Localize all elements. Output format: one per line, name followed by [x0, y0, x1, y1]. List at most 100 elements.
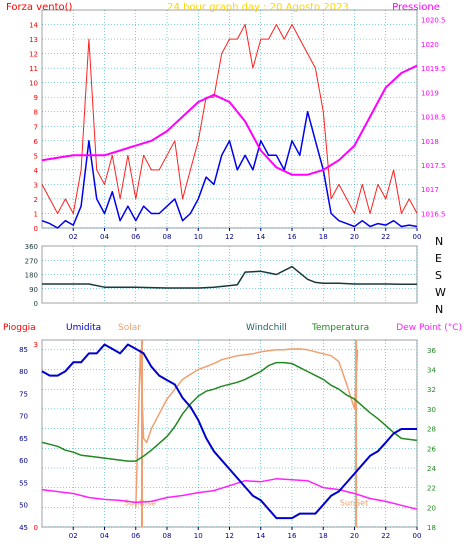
weather-x-tick-label: 22	[381, 532, 390, 540]
windchill-label: Windchill	[246, 323, 287, 333]
temp-y-tick-label: 22	[427, 485, 436, 493]
wind-y-tick-label: 9	[34, 94, 38, 102]
compass-label: N	[435, 303, 443, 316]
temp-y-tick-label: 20	[427, 504, 436, 512]
temp-y-tick-label: 36	[427, 347, 436, 355]
direction-y-tick-label: 180	[25, 272, 38, 280]
humidity-y-tick-label: 70	[19, 413, 28, 421]
direction-y-tick-label: 270	[25, 257, 38, 265]
weather-x-tick-label: 12	[225, 532, 234, 540]
wind-y-tick-label: 5	[34, 152, 38, 160]
pressure-y-tick-label: 1019	[421, 89, 439, 97]
temp-y-tick-label: 32	[427, 386, 436, 394]
chart-title: 24 hour graph day : 20 Agosto 2023	[167, 2, 349, 13]
direction-line	[42, 265, 417, 289]
wind-y-tick-label: 13	[29, 36, 38, 44]
weather-x-tick-label: 00	[413, 532, 422, 540]
weather-x-tick-label: 20	[350, 532, 359, 540]
wind-x-tick-label: 00	[413, 233, 422, 241]
wind-plot-area	[41, 9, 418, 229]
wind-x-tick-label: 04	[100, 233, 109, 241]
weather-x-tick-label: 18	[319, 532, 328, 540]
pressure-y-axis-label: Pressione	[392, 2, 440, 13]
rain-y-tick-label: 0	[34, 524, 38, 532]
wind-x-tick-label: 12	[225, 233, 234, 241]
pressure-y-tick-label: 1018	[421, 138, 439, 146]
wind-y-axis-label: Forza vento()	[6, 2, 73, 13]
sunset-label: SunSet	[340, 498, 368, 507]
direction-y-tick-label: 360	[25, 243, 38, 251]
wind-x-tick-label: 06	[131, 233, 140, 241]
weather-x-tick-label: 10	[194, 532, 203, 540]
temperature-line	[41, 361, 418, 462]
wind-y-tick-label: 7	[34, 123, 38, 131]
weather-x-tick-label: 08	[163, 532, 172, 540]
weather-x-tick-label: 02	[69, 532, 78, 540]
wind-y-tick-label: 11	[29, 65, 38, 73]
pressure-y-tick-label: 1020.5	[421, 17, 446, 25]
wind-x-tick-label: 10	[194, 233, 203, 241]
wind-y-tick-label: 0	[34, 225, 38, 233]
dewpoint-line	[41, 478, 418, 511]
compass-label: S	[435, 269, 442, 282]
wind-y-tick-label: 12	[29, 51, 38, 59]
rain-y-tick-label: 3	[34, 341, 38, 349]
pressure-line	[41, 64, 418, 176]
wind-y-tick-label: 6	[34, 138, 39, 146]
wind-x-tick-label: 20	[350, 233, 359, 241]
humidity-y-tick-label: 85	[19, 346, 28, 354]
temp-y-tick-label: 30	[427, 406, 436, 414]
weather-x-tick-label: 14	[256, 532, 265, 540]
humidity-line	[41, 343, 417, 520]
wind-x-tick-label: 22	[381, 233, 390, 241]
compass-label: W	[435, 286, 446, 299]
temp-y-tick-label: 34	[427, 367, 436, 375]
pressure-y-tick-label: 1018.5	[421, 114, 446, 122]
humidity-y-tick-label: 60	[19, 457, 28, 465]
humidity-y-tick-label: 45	[19, 524, 28, 532]
weather-x-tick-label: 04	[100, 532, 109, 540]
wind-x-tick-label: 18	[319, 233, 328, 241]
dewpoint-label: Dew Point (°C)	[396, 323, 462, 333]
wind-y-tick-label: 3	[34, 181, 38, 189]
temp-y-tick-label: 18	[427, 524, 436, 532]
pioggia-label: Pioggia	[3, 323, 36, 333]
weather-x-tick-label: 16	[288, 532, 297, 540]
direction-y-tick-label: 90	[29, 286, 38, 294]
solar-label: Solar	[118, 323, 141, 333]
pressure-y-tick-label: 1020	[421, 41, 439, 49]
pressure-y-tick-label: 1019.5	[421, 65, 446, 73]
wind-x-tick-label: 14	[256, 233, 265, 241]
temperatura-label: Temperatura	[311, 323, 369, 333]
humidity-y-tick-label: 55	[19, 479, 28, 487]
pressure-y-tick-label: 1016.5	[421, 210, 446, 218]
wind-gust-line	[41, 110, 418, 229]
compass-label: N	[435, 235, 443, 248]
wind-y-tick-label: 4	[34, 167, 39, 175]
wind-y-tick-label: 10	[29, 80, 38, 88]
umidita-label: Umidita	[66, 323, 101, 333]
pressure-y-tick-label: 1017	[421, 186, 439, 194]
solar-line	[135, 348, 359, 508]
wind-x-tick-label: 02	[69, 233, 78, 241]
humidity-y-tick-label: 80	[19, 368, 28, 376]
temp-y-tick-label: 26	[427, 445, 436, 453]
temp-y-tick-label: 24	[427, 465, 436, 473]
wind-y-tick-label: 2	[34, 196, 38, 204]
humidity-y-tick-label: 50	[19, 502, 28, 510]
temp-y-tick-label: 28	[427, 426, 436, 434]
wind-y-tick-label: 8	[34, 109, 38, 117]
weather-x-tick-label: 06	[131, 532, 140, 540]
wind-x-tick-label: 08	[163, 233, 172, 241]
wind-speed-line	[41, 24, 418, 214]
wind-y-tick-label: 14	[29, 22, 38, 30]
wind-y-tick-label: 1	[34, 210, 38, 218]
humidity-y-tick-label: 75	[19, 390, 28, 398]
humidity-y-tick-label: 65	[19, 435, 28, 443]
pressure-y-tick-label: 1017.5	[421, 162, 446, 170]
wind-x-tick-label: 16	[288, 233, 297, 241]
compass-label: E	[435, 252, 442, 265]
direction-y-tick-label: 0	[34, 300, 38, 308]
